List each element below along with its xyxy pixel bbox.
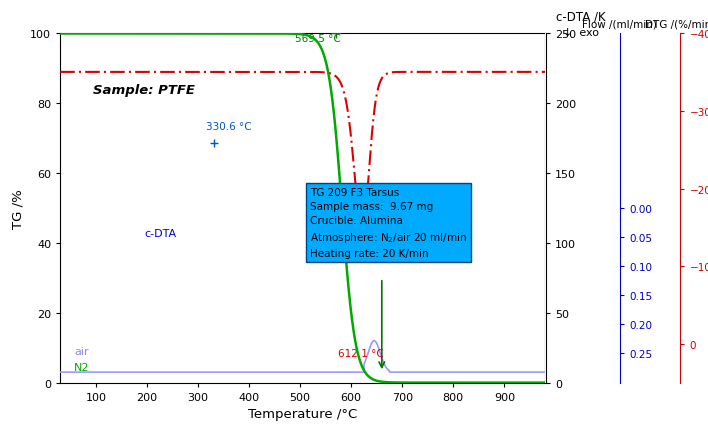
Text: 612.1 °C: 612.1 °C [338, 348, 384, 358]
Text: Flow /(ml/min): Flow /(ml/min) [582, 19, 657, 29]
Text: 330.6 °C: 330.6 °C [205, 122, 251, 132]
Text: N2: N2 [74, 362, 89, 372]
Text: 569.5 °C: 569.5 °C [295, 34, 341, 44]
Y-axis label: TG /%: TG /% [11, 189, 25, 228]
X-axis label: Temperature /°C: Temperature /°C [248, 407, 358, 420]
Text: c-DTA: c-DTA [144, 228, 176, 238]
Text: DTG /(%/min): DTG /(%/min) [644, 19, 708, 29]
Text: c-DTA /K: c-DTA /K [556, 11, 605, 24]
Text: -100.0 %: -100.0 % [367, 203, 414, 214]
Text: Sample: PTFE: Sample: PTFE [93, 83, 195, 97]
Text: ↓  exo: ↓ exo [563, 28, 598, 38]
Text: air: air [74, 346, 88, 356]
Text: TG 209 F3 Tarsus
Sample mass:  9.67 mg
Crucible: Alumina
Atmosphere: N$_2$/air 2: TG 209 F3 Tarsus Sample mass: 9.67 mg Cr… [310, 187, 467, 258]
